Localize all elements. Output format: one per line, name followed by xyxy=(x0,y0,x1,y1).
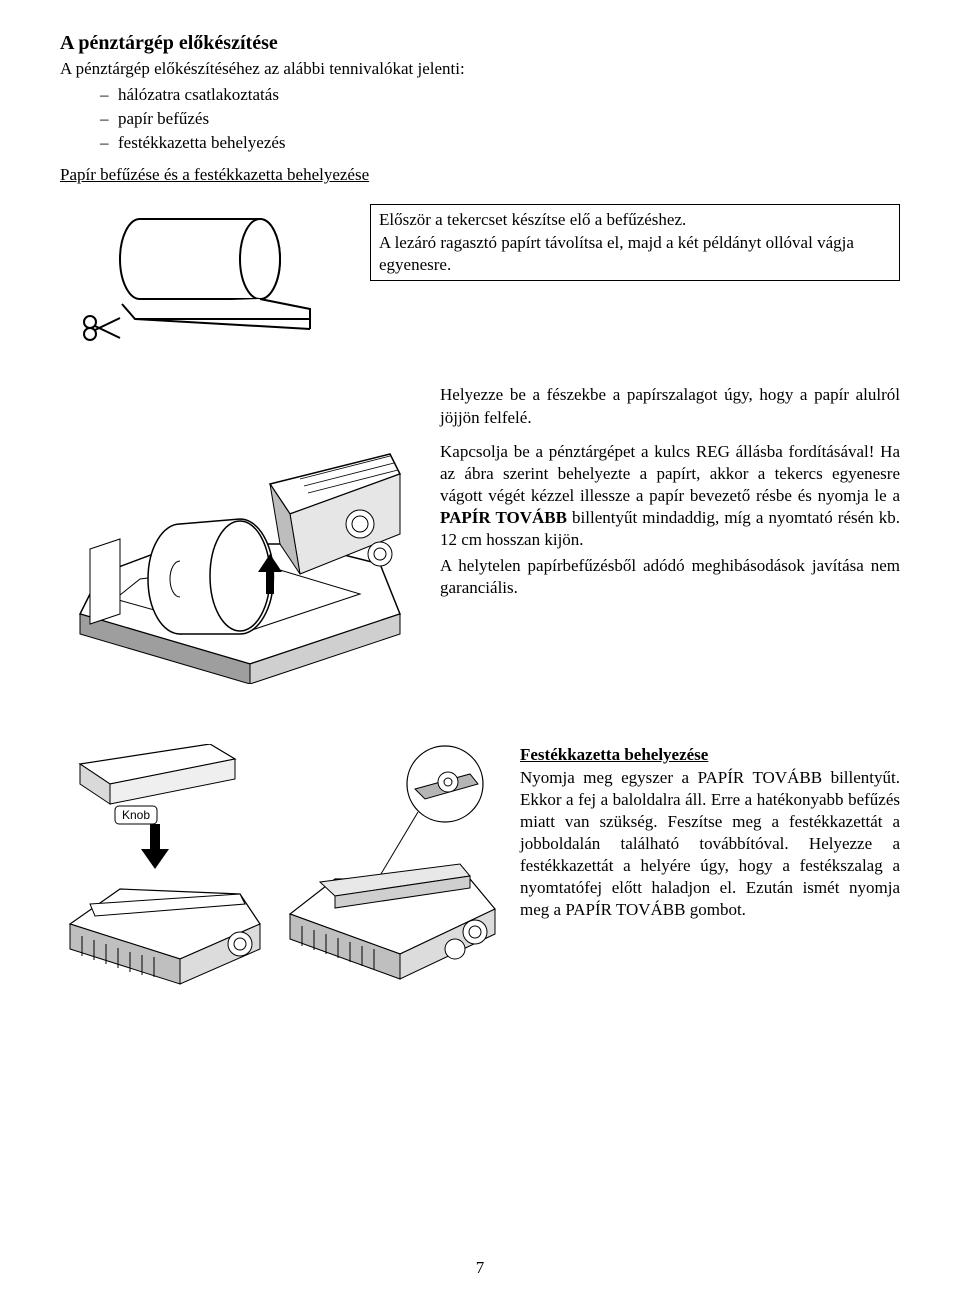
paragraph-turn-on: Kapcsolja be a pénztárgépet a kulcs REG … xyxy=(440,441,900,551)
ink-cartridge-body: Nyomja meg egyszer a PAPÍR TOVÁBB billen… xyxy=(520,768,900,920)
p2b-bold: PAPÍR TOVÁBB xyxy=(440,508,567,527)
info-box: Először a tekercset készítse elő a befűz… xyxy=(370,204,900,280)
bullet-item: –papír befűzés xyxy=(100,108,900,130)
paragraph-insert-roll: Helyezze be a fészekbe a papírszalagot ú… xyxy=(440,384,900,428)
figure-ink-cartridge-group: Knob xyxy=(60,744,510,1004)
intro-text: A pénztárgép előkészítéséhez az alábbi t… xyxy=(60,58,900,80)
p2b-before: Kapcsolja be a pénztárgépet a kulcs REG … xyxy=(440,442,900,505)
bullet-item: –festékkazetta behelyezés xyxy=(100,132,900,154)
bullet-list: –hálózatra csatlakoztatás –papír befűzés… xyxy=(100,84,900,154)
bullet-item: –hálózatra csatlakoztatás xyxy=(100,84,900,106)
subheading: Papír befűzése és a festékkazetta behely… xyxy=(60,164,900,186)
page-number: 7 xyxy=(0,1257,960,1279)
bullet-text: festékkazetta behelyezés xyxy=(118,133,286,152)
knob-label: Knob xyxy=(122,808,150,822)
figure-paper-roll xyxy=(60,204,360,354)
box-line2: A lezáró ragasztó papírt távolítsa el, m… xyxy=(379,233,854,274)
box-line1: Először a tekercset készítse elő a befűz… xyxy=(379,210,686,229)
ink-cartridge-heading: Festékkazetta behelyezése xyxy=(520,745,708,764)
page-heading: A pénztárgép előkészítése xyxy=(60,30,900,56)
bullet-text: papír befűzés xyxy=(118,109,209,128)
paragraph-warranty: A helytelen papírbefűzésből adódó meghib… xyxy=(440,555,900,599)
figure-printer-mechanism xyxy=(60,384,440,684)
bullet-text: hálózatra csatlakoztatás xyxy=(118,85,279,104)
